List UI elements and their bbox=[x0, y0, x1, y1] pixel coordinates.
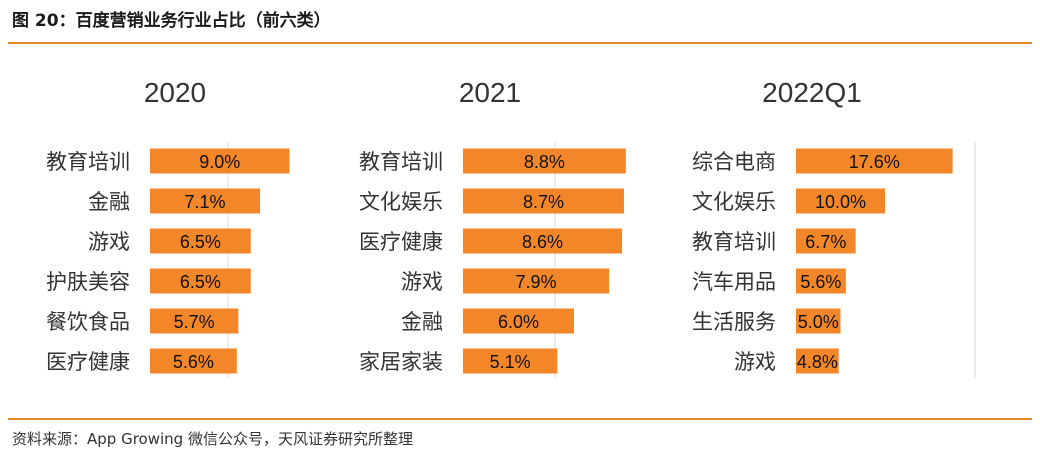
bar bbox=[796, 348, 839, 374]
bar bbox=[463, 308, 574, 334]
panel-title: 2021 bbox=[459, 77, 521, 108]
panel-title: 2020 bbox=[144, 77, 206, 108]
category-label: 文化娱乐 bbox=[692, 190, 776, 214]
category-label: 教育培训 bbox=[692, 230, 776, 254]
bottom-rule bbox=[8, 418, 1032, 420]
data-label: 6.7% bbox=[805, 232, 846, 252]
data-label: 4.8% bbox=[797, 352, 838, 372]
data-label: 5.0% bbox=[798, 312, 839, 332]
data-label: 8.8% bbox=[524, 152, 565, 172]
category-label: 游戏 bbox=[734, 350, 776, 374]
data-label: 8.6% bbox=[522, 232, 563, 252]
data-label: 7.1% bbox=[185, 192, 226, 212]
category-label: 文化娱乐 bbox=[359, 190, 443, 214]
category-label: 护肤美容 bbox=[46, 270, 130, 294]
category-label: 餐饮食品 bbox=[46, 310, 130, 334]
bar bbox=[150, 348, 237, 374]
data-label: 8.7% bbox=[523, 192, 564, 212]
bar bbox=[796, 308, 841, 334]
top-rule bbox=[8, 42, 1032, 44]
category-label: 汽车用品 bbox=[692, 270, 776, 294]
category-label: 金融 bbox=[401, 310, 443, 334]
category-label: 教育培训 bbox=[359, 150, 443, 174]
category-label: 生活服务 bbox=[692, 310, 776, 334]
data-label: 7.9% bbox=[516, 272, 557, 292]
bar bbox=[150, 148, 290, 174]
bar bbox=[796, 228, 856, 254]
data-label: 9.0% bbox=[199, 152, 240, 172]
data-label: 5.6% bbox=[800, 272, 841, 292]
data-label: 5.1% bbox=[490, 352, 531, 372]
bar bbox=[463, 188, 624, 214]
data-label: 5.7% bbox=[174, 312, 215, 332]
figure-title: 图 20：百度营销业务行业占比（前六类） bbox=[12, 11, 331, 31]
category-label: 教育培训 bbox=[46, 150, 130, 174]
source-note: 资料来源：App Growing 微信公众号，天风证券研究所整理 bbox=[12, 430, 413, 448]
bar bbox=[150, 188, 261, 214]
category-label: 金融 bbox=[88, 190, 130, 214]
category-label: 家居家装 bbox=[359, 350, 443, 374]
panel-title: 2022Q1 bbox=[762, 77, 862, 108]
data-label: 17.6% bbox=[849, 152, 900, 172]
category-label: 医疗健康 bbox=[46, 350, 130, 374]
bar bbox=[796, 148, 953, 174]
category-label: 综合电商 bbox=[692, 150, 776, 174]
bar bbox=[463, 348, 558, 374]
bar bbox=[796, 188, 885, 214]
data-label: 10.0% bbox=[815, 192, 866, 212]
data-label: 5.6% bbox=[173, 352, 214, 372]
bar bbox=[463, 228, 623, 254]
bar bbox=[150, 268, 251, 294]
category-label: 游戏 bbox=[401, 270, 443, 294]
data-label: 6.5% bbox=[180, 272, 221, 292]
bar bbox=[463, 148, 626, 174]
bar bbox=[150, 308, 239, 334]
category-label: 游戏 bbox=[88, 230, 130, 254]
data-label: 6.5% bbox=[180, 232, 221, 252]
bar bbox=[463, 268, 610, 294]
category-label: 医疗健康 bbox=[359, 230, 443, 254]
data-label: 6.0% bbox=[498, 312, 539, 332]
bar bbox=[796, 268, 846, 294]
bar bbox=[150, 228, 251, 254]
